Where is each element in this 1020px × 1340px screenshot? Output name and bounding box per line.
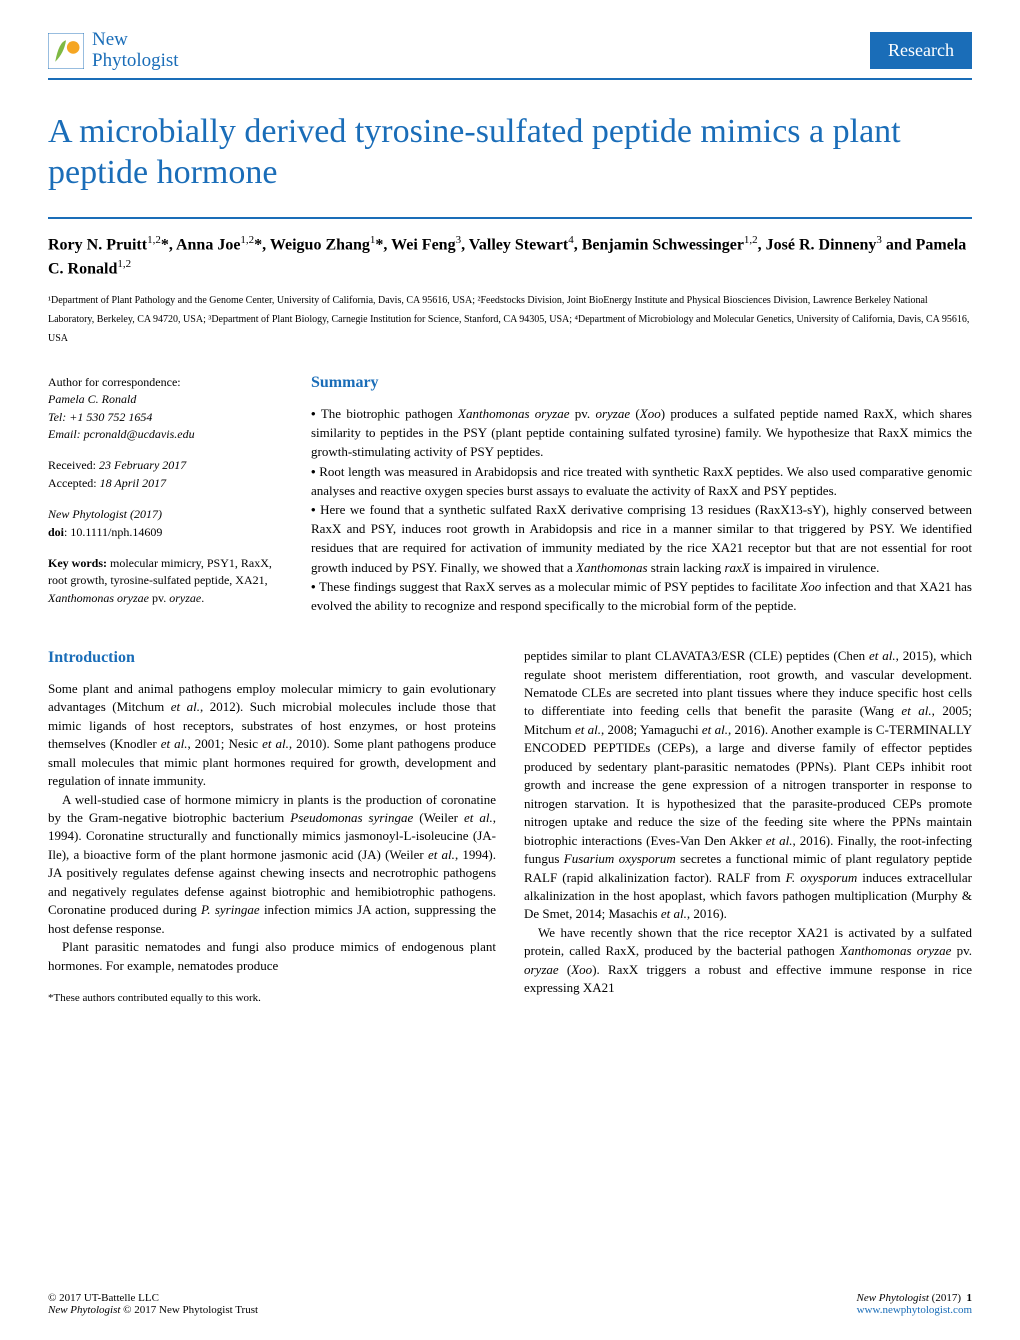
footer-left: © 2017 UT-Battelle LLC New Phytologist ©… — [48, 1292, 258, 1316]
doi: doi: 10.1111/nph.14609 — [48, 524, 283, 541]
summary-list: • The biotrophic pathogen Xanthomonas or… — [311, 404, 972, 616]
citation-block: New Phytologist (2017) doi: 10.1111/nph.… — [48, 506, 283, 541]
correspondence-email: Email: pcronald@ucdavis.edu — [48, 426, 283, 443]
intro-paragraph: We have recently shown that the rice rec… — [524, 924, 972, 998]
journal-name-line1: New — [92, 30, 179, 51]
sidebar: Author for correspondence: Pamela C. Ron… — [48, 374, 283, 621]
affiliations: ¹Department of Plant Pathology and the G… — [48, 291, 972, 348]
journal-name-line2: Phytologist — [92, 51, 179, 72]
summary-bullet: • Here we found that a synthetic sulfate… — [311, 500, 972, 577]
keywords-block: Key words: molecular mimicry, PSY1, RaxX… — [48, 555, 283, 607]
correspondence-tel: Tel: +1 530 752 1654 — [48, 409, 283, 426]
equal-contribution-footnote: *These authors contributed equally to th… — [48, 991, 496, 1007]
section-badge: Research — [870, 32, 972, 69]
citation: New Phytologist (2017) — [48, 506, 283, 523]
intro-right-column: peptides similar to plant CLAVATA3/ESR (… — [524, 647, 972, 1007]
keywords-label: Key words: — [48, 556, 107, 570]
mid-section: Author for correspondence: Pamela C. Ron… — [48, 374, 972, 621]
journal-logo-icon — [48, 33, 84, 69]
dates-block: Received: 23 February 2017 Accepted: 18 … — [48, 457, 283, 492]
footer-url: www.newphytologist.com — [857, 1304, 973, 1316]
summary-bullet: • The biotrophic pathogen Xanthomonas or… — [311, 404, 972, 462]
page-footer: © 2017 UT-Battelle LLC New Phytologist ©… — [48, 1292, 972, 1316]
article-title: A microbially derived tyrosine-sulfated … — [48, 112, 972, 194]
intro-paragraph: Some plant and animal pathogens employ m… — [48, 680, 496, 791]
correspondence-label: Author for correspondence: — [48, 374, 283, 391]
journal-logo-block: New Phytologist — [48, 30, 179, 72]
intro-paragraph: A well-studied case of hormone mimicry i… — [48, 791, 496, 939]
journal-name: New Phytologist — [92, 30, 179, 72]
intro-left-column: Introduction Some plant and animal patho… — [48, 647, 496, 1007]
intro-heading: Introduction — [48, 647, 496, 670]
footer-citation: New Phytologist (2017) 1 — [857, 1292, 973, 1304]
summary-bullet: • These findings suggest that RaxX serve… — [311, 577, 972, 615]
intro-section: Introduction Some plant and animal patho… — [48, 647, 972, 1007]
author-list: Rory N. Pruitt1,2*, Anna Joe1,2*, Weiguo… — [48, 233, 972, 280]
accepted-date: Accepted: 18 April 2017 — [48, 475, 283, 492]
correspondence-name: Pamela C. Ronald — [48, 391, 283, 408]
title-rule — [48, 217, 972, 219]
intro-paragraph: Plant parasitic nematodes and fungi also… — [48, 938, 496, 975]
summary-column: Summary • The biotrophic pathogen Xantho… — [311, 374, 972, 621]
header-bar: New Phytologist Research — [48, 30, 972, 80]
summary-bullet: • Root length was measured in Arabidopsi… — [311, 462, 972, 500]
intro-paragraph: peptides similar to plant CLAVATA3/ESR (… — [524, 647, 972, 924]
received-date: Received: 23 February 2017 — [48, 457, 283, 474]
correspondence-block: Author for correspondence: Pamela C. Ron… — [48, 374, 283, 444]
copyright-line1: © 2017 UT-Battelle LLC — [48, 1292, 258, 1304]
copyright-line2: New Phytologist © 2017 New Phytologist T… — [48, 1304, 258, 1316]
footer-right: New Phytologist (2017) 1 www.newphytolog… — [857, 1292, 973, 1316]
summary-heading: Summary — [311, 374, 972, 392]
